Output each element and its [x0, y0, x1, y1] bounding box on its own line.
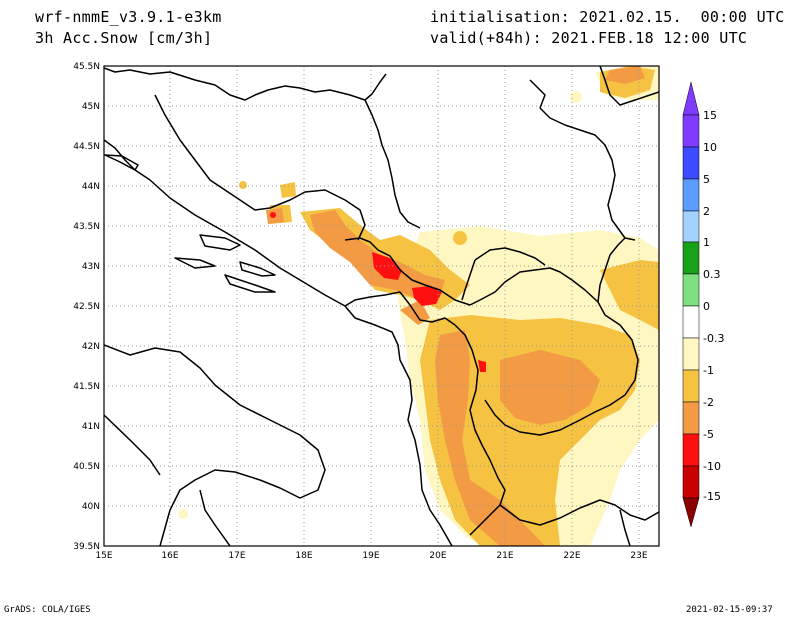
colorbar-label: 0.3 — [703, 268, 721, 281]
colorbar-swatch — [682, 305, 700, 339]
lat-label: 44N — [82, 182, 100, 192]
footer-timestamp: 2021-02-15-09:37 — [686, 605, 773, 615]
colorbar-swatch — [682, 273, 700, 307]
colorbar-swatch — [682, 146, 700, 180]
colorbar-top-arrow — [682, 81, 700, 116]
colorbar-swatch — [682, 337, 700, 371]
gridlines — [104, 66, 659, 546]
lon-label: 20E — [429, 551, 446, 561]
colorbar-label: 1 — [703, 236, 710, 249]
colorbar-bottom-arrow — [682, 497, 700, 528]
colorbar-swatch — [682, 465, 700, 499]
colorbar-label: 2 — [703, 205, 710, 218]
lat-label: 42.5N — [73, 302, 100, 312]
lat-label: 42N — [82, 342, 100, 352]
lon-label: 16E — [161, 551, 178, 561]
init-time: initialisation: 2021.02.15. 00:00 UTC — [430, 8, 785, 26]
lon-label: 17E — [228, 551, 245, 561]
lon-label: 23E — [630, 551, 647, 561]
colorbar-label: 0 — [703, 300, 710, 313]
colorbar-swatch — [682, 433, 700, 467]
colorbar-swatch — [682, 114, 700, 148]
lat-label: 45N — [82, 102, 100, 112]
colorbar-swatch — [682, 401, 700, 435]
lon-label: 15E — [95, 551, 112, 561]
valid-time: valid(+84h): 2021.FEB.18 12:00 UTC — [430, 29, 748, 47]
colorbar-labels: 15 10 5 2 1 0.3 0 -0.3 -1 -2 -5 -10 -15 — [703, 109, 724, 503]
colorbar-label: 15 — [703, 109, 717, 122]
coastlines-borders — [104, 66, 659, 546]
lat-label: 41.5N — [73, 382, 100, 392]
lat-label: 40.5N — [73, 462, 100, 472]
colorbar-label: 5 — [703, 173, 710, 186]
lat-label: 44.5N — [73, 142, 100, 152]
colorbar-label: -0.3 — [703, 332, 724, 345]
lon-axis: 15E 16E 17E 18E 19E 20E 21E 22E 23E — [95, 551, 647, 561]
lat-label: 41N — [82, 422, 100, 432]
colorbar-swatch — [682, 178, 700, 212]
lat-axis: 45.5N 45N 44.5N 44N 43.5N 43N 42.5N 42N … — [73, 62, 100, 552]
lat-label: 45.5N — [73, 62, 100, 72]
footer-credit: GrADS: COLA/IGES — [4, 605, 91, 615]
lon-label: 18E — [295, 551, 312, 561]
colorbar-label: -1 — [703, 364, 714, 377]
colorbar-label: -2 — [703, 396, 714, 409]
map-frame — [103, 65, 660, 547]
lon-label: 19E — [362, 551, 379, 561]
model-title: wrf-nmmE_v3.9.1-e3km — [35, 8, 222, 26]
snow-intense — [270, 212, 486, 372]
colorbar-label: -5 — [703, 428, 714, 441]
colorbar-label: 10 — [703, 141, 717, 154]
lat-label: 39.5N — [73, 542, 100, 552]
colorbar-swatch — [682, 210, 700, 243]
lat-label: 40N — [82, 502, 100, 512]
snow-field — [178, 66, 659, 546]
colorbar-swatch — [682, 369, 700, 403]
lat-label: 43.5N — [73, 222, 100, 232]
field-title: 3h Acc.Snow [cm/3h] — [35, 29, 213, 47]
lon-label: 22E — [563, 551, 580, 561]
colorbar — [682, 81, 700, 528]
lon-label: 21E — [496, 551, 513, 561]
lat-label: 43N — [82, 262, 100, 272]
colorbar-swatch — [682, 241, 700, 275]
colorbar-label: -10 — [703, 460, 721, 473]
colorbar-label: -15 — [703, 490, 721, 503]
